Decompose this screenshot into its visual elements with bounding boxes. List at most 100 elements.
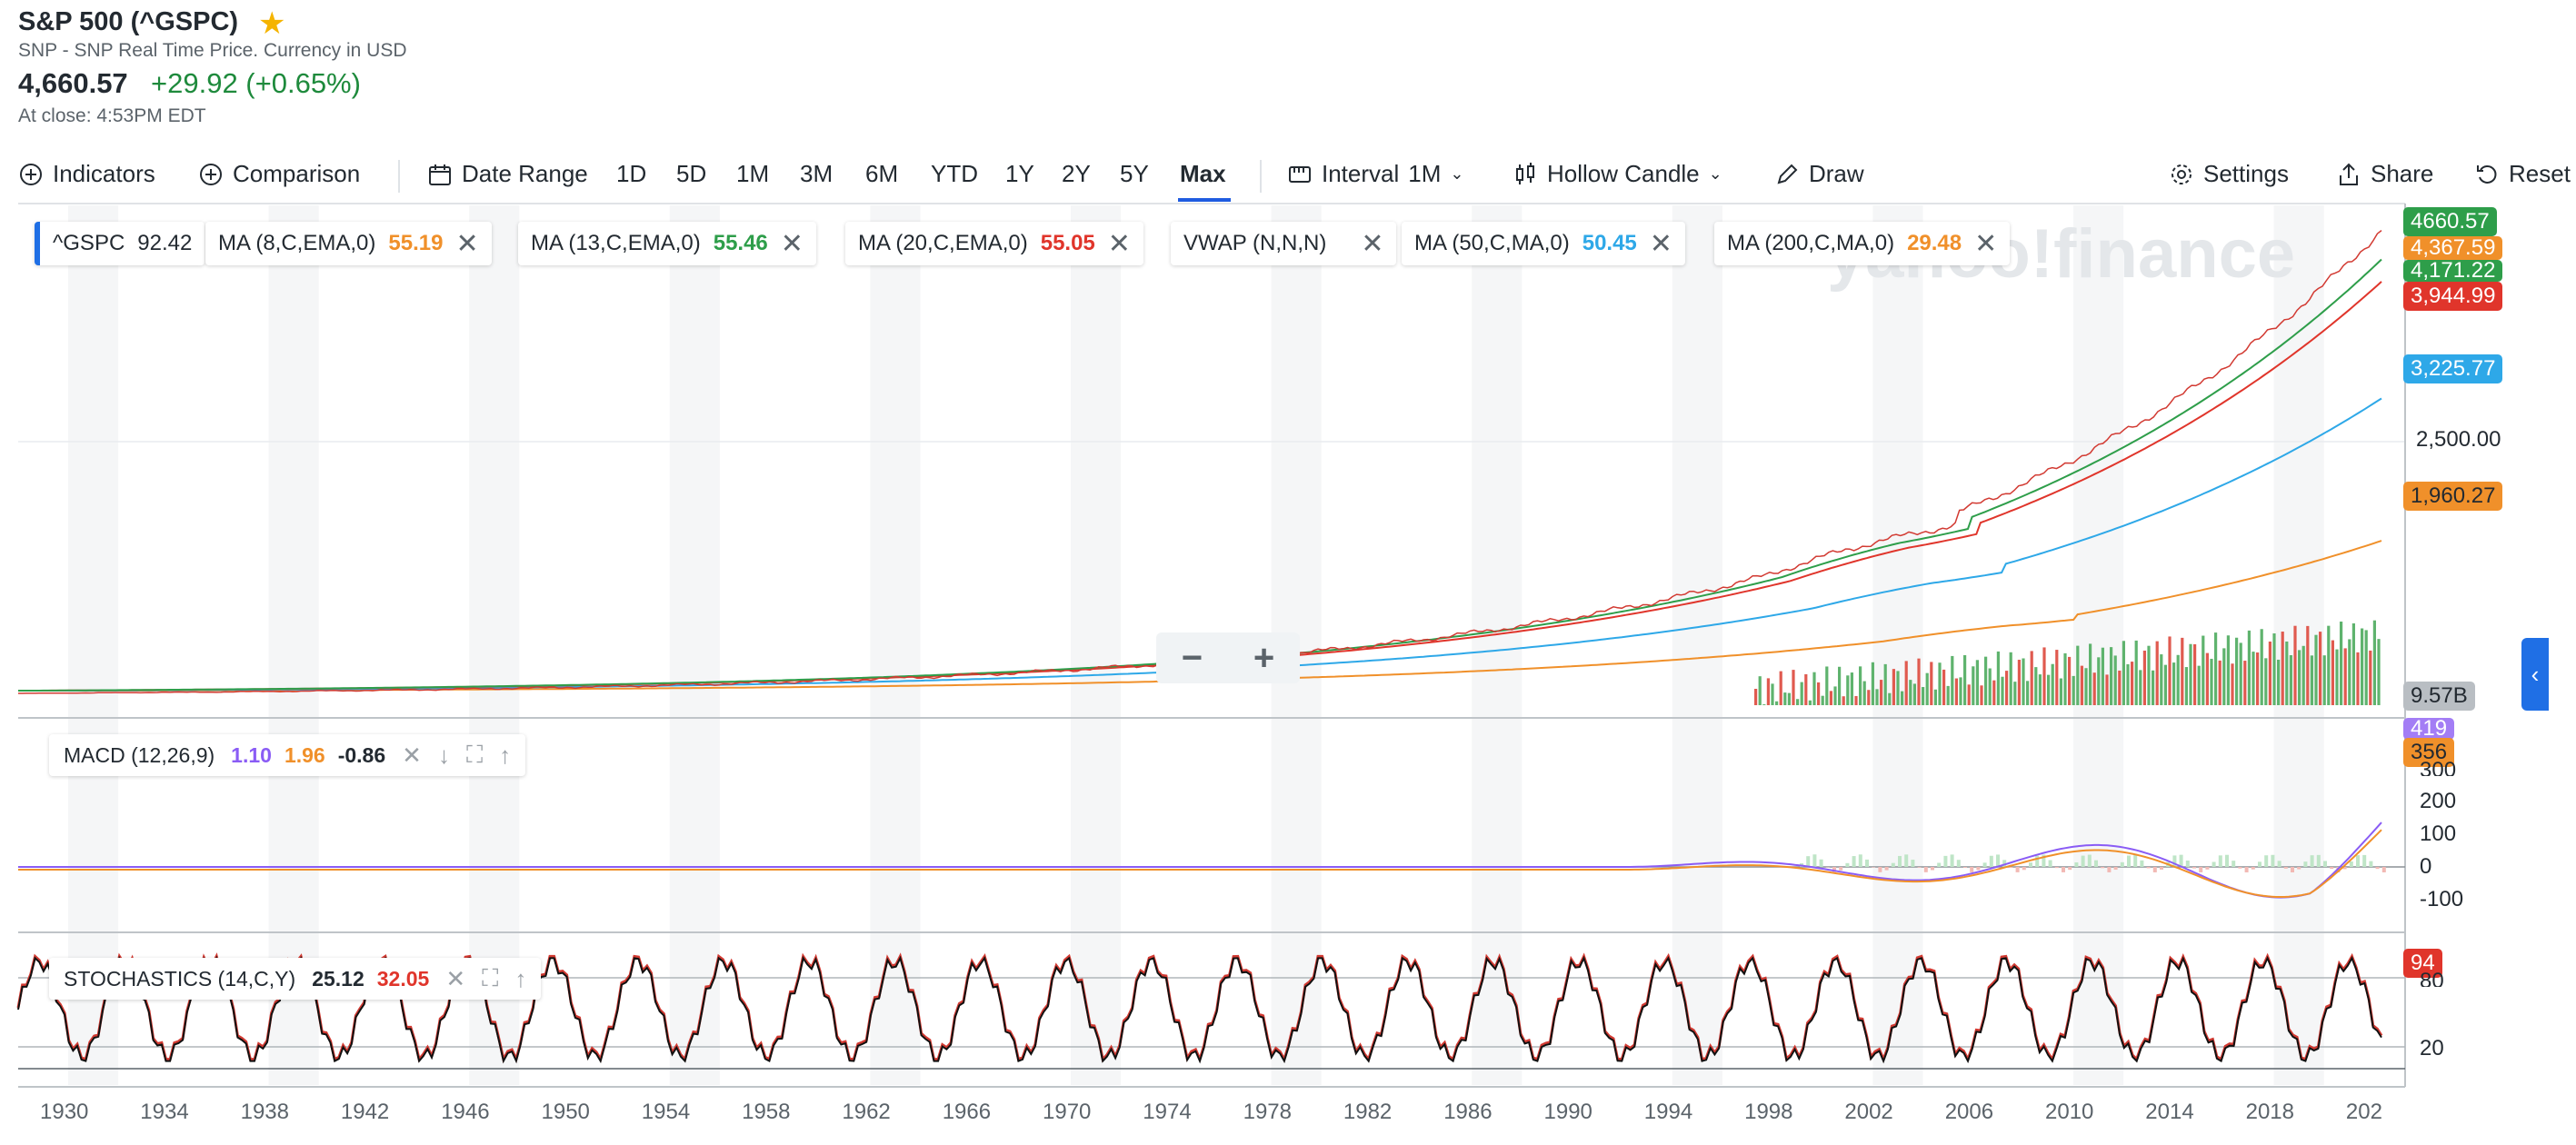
volume-bar xyxy=(1821,695,1824,705)
macd-hist-bar xyxy=(2107,867,2112,872)
volume-bar xyxy=(2063,652,2067,705)
legend-ma13[interactable]: MA (13,C,EMA,0) 55.46 ✕ xyxy=(518,222,816,265)
volume-bar xyxy=(1938,662,1942,705)
page-title: S&P 500 (^GSPC) xyxy=(18,7,239,36)
volume-bar xyxy=(2264,658,2268,705)
arrow-up-icon[interactable]: ↑ xyxy=(499,741,512,769)
macd-hist-bar xyxy=(2258,861,2261,867)
volume-bar xyxy=(2122,641,2125,705)
volume-bar xyxy=(2218,660,2222,705)
close-icon[interactable]: ✕ xyxy=(1361,228,1384,259)
comparison-label: Comparison xyxy=(233,160,361,187)
reset-label: Reset xyxy=(2509,160,2571,187)
volume-bar xyxy=(1880,680,1883,705)
expand-icon[interactable]: ⛶ xyxy=(482,964,499,991)
macd-hist-bar xyxy=(2356,855,2360,867)
range-1d[interactable]: 1D xyxy=(616,160,647,187)
macd-hist-bar xyxy=(1937,862,1942,867)
close-icon[interactable]: ✕ xyxy=(455,228,479,259)
volume-bar xyxy=(1892,669,1895,705)
macd-hist-bar xyxy=(1989,855,1993,867)
volume-bar xyxy=(2239,642,2242,705)
macd-hist-bar xyxy=(1812,854,1817,867)
volume-bar xyxy=(1992,680,1996,705)
chart-type-dropdown[interactable]: Hollow Candle ⌄ xyxy=(1513,160,1722,188)
macd-hist-bar xyxy=(2316,854,2321,867)
range-2y[interactable]: 2Y xyxy=(1062,160,1091,187)
volume-bar xyxy=(2356,652,2360,705)
close-icon[interactable]: ✕ xyxy=(1107,228,1131,259)
volume-bar xyxy=(2322,655,2326,705)
indicators-button[interactable]: Indicators xyxy=(18,160,155,188)
macd-hist-bar xyxy=(2212,861,2216,867)
close-icon[interactable]: ✕ xyxy=(402,741,422,769)
range-max[interactable]: Max xyxy=(1180,160,1226,187)
legend-vwap[interactable]: VWAP (N,N,N) ✕ xyxy=(1171,222,1397,265)
stoch-label: STOCHASTICS (14,C,Y) xyxy=(64,966,296,991)
macd-hist-bar xyxy=(2342,867,2347,870)
volume-bar xyxy=(1984,656,1988,705)
year-label: 1934 xyxy=(140,1100,189,1124)
volume-bar xyxy=(1988,668,1992,705)
legend-ma20[interactable]: MA (20,C,EMA,0) 55.05 ✕ xyxy=(845,222,1143,265)
legend-ma8[interactable]: MA (8,C,EMA,0) 55.19 ✕ xyxy=(205,222,492,265)
range-3m[interactable]: 3M xyxy=(800,160,834,187)
legend-label: MA (13,C,EMA,0) xyxy=(531,231,701,255)
volume-bar xyxy=(2110,647,2113,705)
macd-signal-tag: 356 xyxy=(2403,738,2455,767)
date-range-button[interactable]: Date Range xyxy=(427,160,588,188)
close-icon[interactable]: ✕ xyxy=(445,964,466,992)
draw-button[interactable]: Draw xyxy=(1774,160,1864,188)
settings-button[interactable]: Settings xyxy=(2169,160,2289,188)
macd-hist-bar xyxy=(2152,867,2157,872)
legend-value: 29.48 xyxy=(1907,231,1962,255)
range-6m[interactable]: 6M xyxy=(865,160,899,187)
volume-bar xyxy=(1922,687,1925,705)
range-5d[interactable]: 5D xyxy=(676,160,707,187)
close-icon[interactable]: ✕ xyxy=(780,228,804,259)
reset-button[interactable]: Reset xyxy=(2474,160,2571,188)
range-5y[interactable]: 5Y xyxy=(1120,160,1149,187)
year-band xyxy=(1672,205,1722,1085)
macd-hist-bar xyxy=(2160,867,2163,870)
close-icon[interactable]: ✕ xyxy=(1649,228,1672,259)
volume-bar xyxy=(2247,630,2251,705)
interval-dropdown[interactable]: Interval 1M ⌄ xyxy=(1287,160,1463,188)
symbol-legend[interactable]: ^GSPC 92.42 xyxy=(35,222,205,265)
arrow-up-icon[interactable]: ↑ xyxy=(514,964,527,992)
macd-legend[interactable]: MACD (12,26,9) 1.10 1.96 -0.86 ✕ ↓ ⛶ ↑ xyxy=(49,734,526,776)
volume-bar xyxy=(2026,681,2030,705)
range-1m[interactable]: 1M xyxy=(736,160,770,187)
share-button[interactable]: Share xyxy=(2336,160,2433,188)
arrow-down-icon[interactable]: ↓ xyxy=(437,741,450,769)
watchlist-star-icon[interactable]: ★ xyxy=(258,6,286,41)
volume-bar xyxy=(2193,643,2197,705)
comparison-button[interactable]: Comparison xyxy=(198,160,360,188)
expand-icon[interactable]: ⛶ xyxy=(465,741,484,768)
volume-bar xyxy=(1792,670,1795,705)
range-1y[interactable]: 1Y xyxy=(1005,160,1034,187)
volume-bar xyxy=(1859,666,1862,705)
macd-hist-bar xyxy=(2375,867,2380,870)
stoch-legend[interactable]: STOCHASTICS (14,C,Y) 25.12 32.05 ✕ ⛶ ↑ xyxy=(49,958,542,1000)
range-ytd[interactable]: YTD xyxy=(931,160,978,187)
year-label: 1998 xyxy=(1744,1100,1793,1124)
volume-bar xyxy=(2343,648,2347,705)
year-band xyxy=(1472,205,1523,1085)
side-panel-toggle[interactable]: ‹ xyxy=(2521,638,2549,711)
zoom-in-button[interactable]: + xyxy=(1253,637,1275,678)
legend-ma200[interactable]: MA (200,C,MA,0) 29.48 ✕ xyxy=(1714,222,2011,265)
macd-hist-bar xyxy=(2074,861,2079,867)
pencil-icon xyxy=(1777,164,1798,184)
volume-bar xyxy=(2022,658,2025,705)
macd-hist-bar xyxy=(2146,867,2151,869)
legend-ma50[interactable]: MA (50,C,MA,0) 50.45 ✕ xyxy=(1402,222,1685,265)
volume-bar xyxy=(2189,643,2192,705)
macd-hist-bar xyxy=(1865,859,1869,867)
close-icon[interactable]: ✕ xyxy=(1974,228,1998,259)
volume-bar xyxy=(1758,676,1762,705)
volume-bar xyxy=(1896,671,1900,705)
zoom-out-button[interactable]: − xyxy=(1181,637,1203,678)
macd-label: MACD (12,26,9) xyxy=(64,742,215,767)
